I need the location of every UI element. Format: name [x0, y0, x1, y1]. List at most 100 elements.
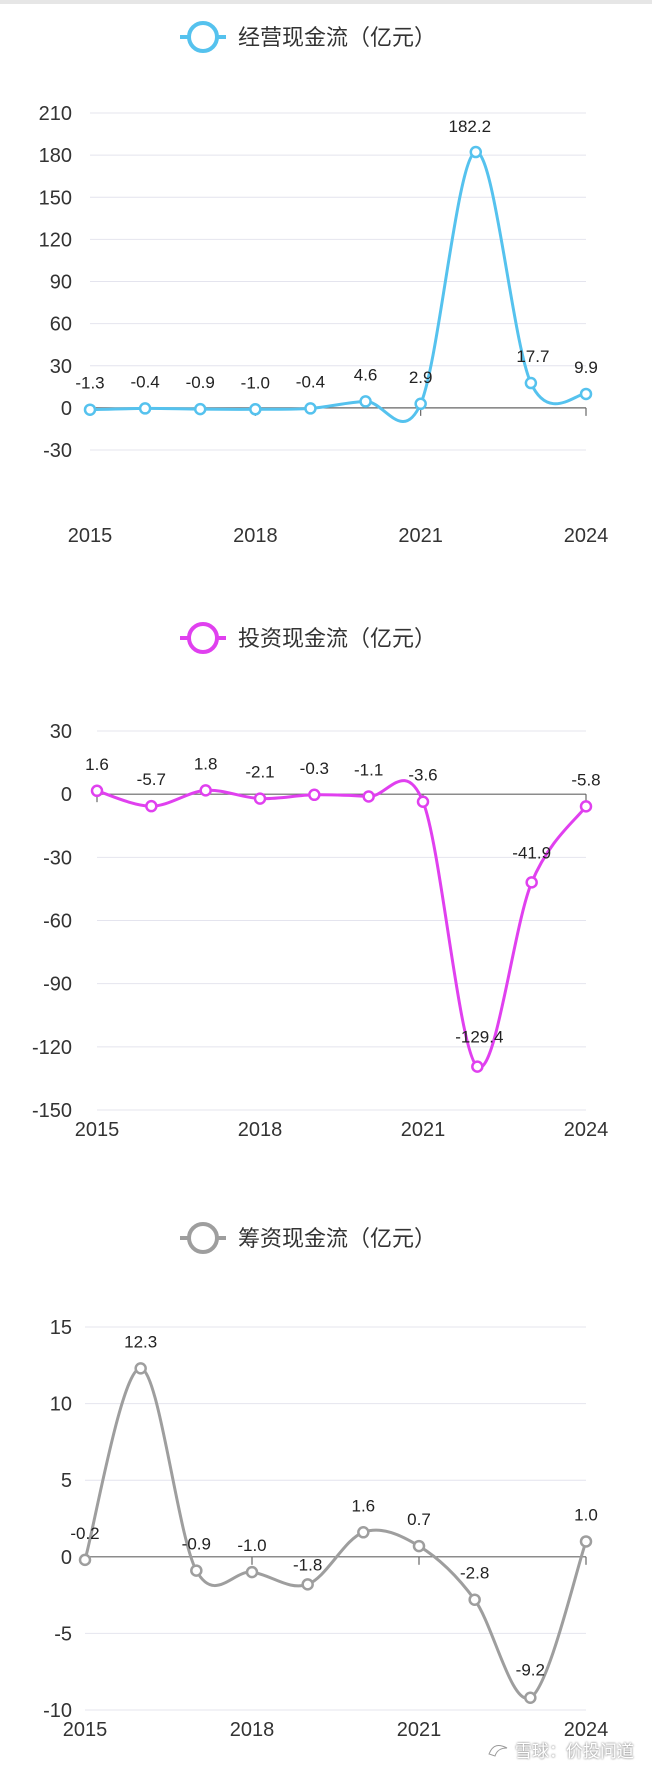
legend-label: 筹资现金流（亿元） — [238, 1226, 436, 1251]
data-label: -2.1 — [245, 763, 274, 782]
y-tick-label: -30 — [43, 847, 72, 869]
data-point[interactable] — [579, 1535, 593, 1548]
data-point[interactable] — [245, 1565, 259, 1579]
x-tick-label: 2018 — [230, 1719, 275, 1741]
data-label: -0.9 — [182, 1535, 211, 1554]
data-label: -0.2 — [70, 1524, 99, 1543]
data-point[interactable] — [145, 799, 158, 813]
data-label: -0.3 — [300, 759, 329, 778]
y-tick-label: -30 — [43, 440, 72, 462]
data-label: 4.6 — [354, 365, 378, 384]
x-tick-label: 2018 — [233, 525, 278, 547]
data-point[interactable] — [199, 784, 212, 797]
y-tick-label: 180 — [39, 145, 72, 167]
legend-marker — [187, 1222, 219, 1254]
data-point[interactable] — [249, 403, 262, 416]
data-point[interactable] — [416, 795, 430, 808]
y-tick-label: -120 — [32, 1037, 72, 1059]
y-tick-label: 15 — [50, 1317, 72, 1339]
data-label: 182.2 — [449, 117, 492, 136]
data-label: -9.2 — [516, 1661, 545, 1680]
top-divider — [0, 0, 652, 4]
data-label: 1.6 — [352, 1496, 376, 1515]
data-label: -3.6 — [408, 766, 437, 785]
x-tick-label: 2024 — [564, 1119, 609, 1141]
data-label: -0.9 — [186, 373, 215, 392]
y-tick-label: 10 — [50, 1394, 72, 1416]
data-point[interactable] — [190, 1564, 203, 1577]
x-tick-label: 2024 — [564, 525, 609, 547]
x-tick-label: 2021 — [401, 1119, 446, 1141]
y-tick-label: 150 — [39, 187, 72, 209]
y-tick-label: -5 — [54, 1623, 72, 1645]
data-label: 12.3 — [124, 1332, 157, 1351]
y-tick-label: -150 — [32, 1100, 72, 1122]
data-point[interactable] — [253, 792, 267, 805]
y-tick-label: 60 — [50, 314, 72, 336]
data-point[interactable] — [304, 402, 317, 415]
y-tick-label: 90 — [50, 272, 72, 294]
data-point[interactable] — [524, 376, 538, 390]
xueqiu-watermark: 雪球：价投问道 — [487, 1737, 634, 1762]
operating-cashflow-svg: 经营现金流（亿元） -30 0 30 60 90 120 150 180 210 2015 2018 2… — [39, 21, 609, 547]
data-point[interactable] — [83, 403, 97, 416]
data-label: 9.9 — [574, 358, 598, 377]
data-point[interactable] — [412, 1539, 426, 1553]
financing-cashflow-svg: 筹资现金流（亿元） -10 -5 0 5 10 15 2015 2018 2021 2024 -0.2… — [43, 1222, 608, 1741]
data-label: -1.0 — [237, 1536, 266, 1555]
data-label: -1.1 — [354, 760, 383, 779]
data-label: -5.7 — [137, 770, 166, 789]
data-label: 17.7 — [516, 347, 549, 366]
data-point[interactable] — [138, 402, 152, 415]
data-point[interactable] — [525, 876, 538, 889]
data-label: -1.3 — [75, 374, 104, 393]
legend[interactable]: 筹资现金流（亿元） — [180, 1222, 436, 1254]
data-point[interactable] — [468, 1593, 481, 1606]
data-point[interactable] — [78, 1553, 92, 1567]
legend-marker — [187, 21, 219, 53]
x-tick-label: 2015 — [63, 1719, 108, 1741]
y-tick-label: 0 — [61, 784, 72, 806]
financing-cashflow-chart: 筹资现金流（亿元） -10 -5 0 5 10 15 2015 2018 2021 2024 -0.2… — [0, 1200, 652, 1774]
data-point[interactable] — [359, 395, 372, 408]
data-point[interactable] — [90, 784, 104, 798]
data-point[interactable] — [524, 1691, 537, 1704]
legend[interactable]: 投资现金流（亿元） — [180, 622, 436, 654]
data-point[interactable] — [469, 145, 483, 159]
data-label: -1.8 — [293, 1555, 322, 1574]
y-tick-label: 5 — [61, 1470, 72, 1492]
data-point[interactable] — [308, 788, 321, 802]
data-point[interactable] — [579, 387, 593, 401]
data-label: 1.6 — [85, 755, 109, 774]
data-label: -1.0 — [241, 373, 270, 392]
y-tick-label: 30 — [50, 356, 72, 378]
data-point[interactable] — [193, 402, 207, 416]
legend[interactable]: 经营现金流（亿元） — [180, 21, 436, 53]
y-tick-label: 0 — [61, 398, 72, 420]
data-point[interactable] — [471, 1060, 484, 1073]
legend-label: 经营现金流（亿元） — [238, 25, 436, 50]
y-tick-label: 30 — [50, 721, 72, 743]
data-label: 1.0 — [574, 1505, 598, 1524]
data-point[interactable] — [362, 790, 375, 803]
y-tick-label: -60 — [43, 911, 72, 933]
data-label: -0.4 — [130, 372, 159, 391]
series-line — [89, 150, 587, 423]
x-tick-label: 2018 — [238, 1119, 283, 1141]
investing-cashflow-svg: 投资现金流（亿元） -150 -120 -90 -60 -30 0 30 2015 2018 202… — [32, 622, 609, 1141]
legend-label: 投资现金流（亿元） — [238, 626, 436, 651]
data-label: -129.4 — [455, 1028, 503, 1047]
y-tick-label: 120 — [39, 229, 72, 251]
series-line — [83, 1366, 588, 1700]
investing-cashflow-chart: 投资现金流（亿元） -150 -120 -90 -60 -30 0 30 2015 2018 202… — [0, 600, 652, 1180]
data-point[interactable] — [134, 1362, 147, 1375]
data-point[interactable] — [301, 1578, 314, 1591]
data-label: -5.8 — [571, 770, 600, 789]
y-tick-label: 210 — [39, 103, 72, 125]
data-point[interactable] — [414, 397, 427, 411]
x-tick-label: 2015 — [75, 1119, 120, 1141]
data-label: 0.7 — [407, 1510, 431, 1529]
series-line — [96, 779, 588, 1069]
data-point[interactable] — [579, 800, 593, 813]
data-point[interactable] — [357, 1526, 370, 1539]
